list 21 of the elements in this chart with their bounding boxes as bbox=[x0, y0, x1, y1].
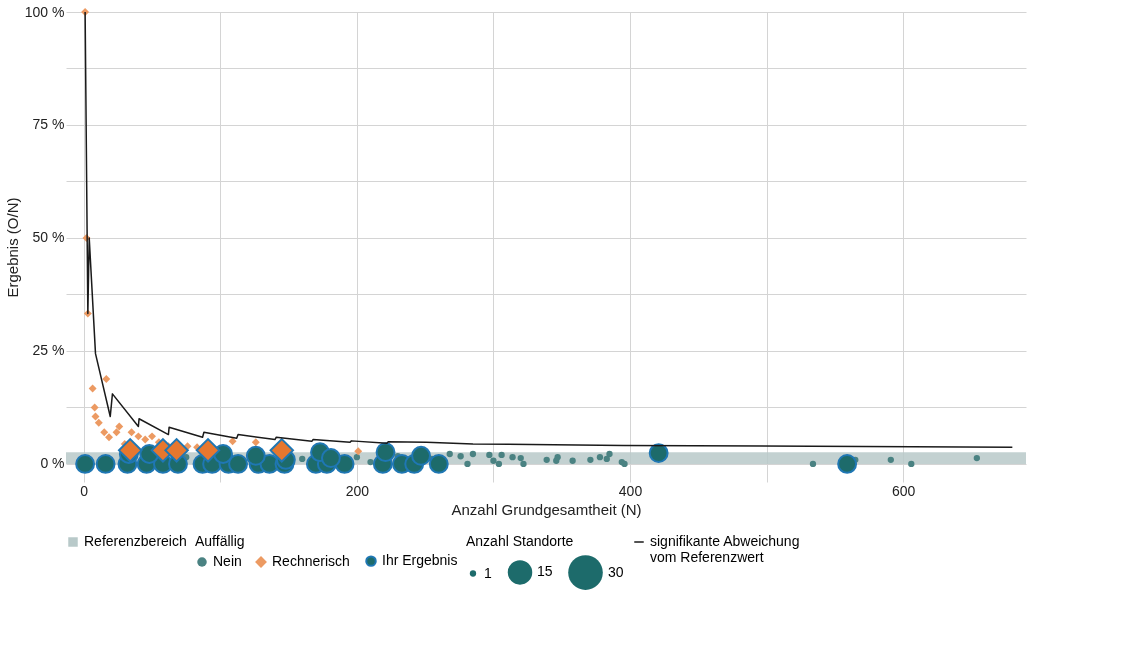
legend-label: Nein bbox=[213, 553, 242, 569]
text: Anzahl Standorte bbox=[466, 533, 574, 549]
legend-label: 1 bbox=[484, 564, 492, 581]
y-axis-title: Ergebnis (O/N) bbox=[3, 197, 21, 298]
x-tick-label: 0 bbox=[80, 482, 89, 499]
legend-label: 15 bbox=[537, 563, 553, 580]
x-axis-title: Anzahl Grundgesamtheit (N) bbox=[451, 500, 642, 518]
y-tick-label: 0 % bbox=[40, 455, 65, 472]
x-tick-label: 600 bbox=[891, 482, 916, 499]
legend-label: 30 bbox=[608, 563, 624, 580]
legend-label: Ihr Ergebnis bbox=[382, 552, 458, 569]
x-tick-label: 200 bbox=[345, 482, 370, 499]
x-tick-label: 400 bbox=[618, 482, 643, 499]
y-tick-label: 25 % bbox=[32, 342, 65, 359]
legend-label: signifikante Abweichung vom Referenzwert bbox=[650, 533, 800, 565]
legend-label: Referenzbereich bbox=[84, 533, 187, 549]
legend-title: Auffällig bbox=[195, 533, 245, 549]
y-tick-label: 50 % bbox=[32, 229, 65, 246]
legend-label: Rechnerisch bbox=[272, 553, 350, 569]
y-tick-label: 75 % bbox=[32, 116, 65, 133]
y-tick-label: 100 % bbox=[24, 3, 65, 20]
